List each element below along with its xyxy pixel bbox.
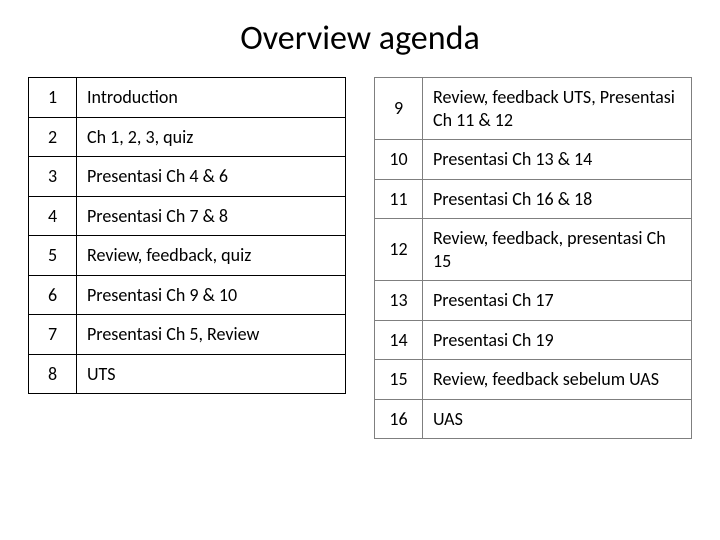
table-row: 12Review, feedback, presentasi Ch 15 (375, 219, 692, 281)
table-row: 5Review, feedback, quiz (29, 236, 346, 276)
right-column: 9Review, feedback UTS, Presentasi Ch 11 … (374, 77, 692, 439)
row-text: Presentasi Ch 19 (423, 320, 692, 360)
table-row: 11Presentasi Ch 16 & 18 (375, 179, 692, 219)
right-table: 9Review, feedback UTS, Presentasi Ch 11 … (374, 77, 692, 439)
row-number: 13 (375, 281, 423, 321)
row-text: Review, feedback UTS, Presentasi Ch 11 &… (423, 78, 692, 140)
row-text: Review, feedback sebelum UAS (423, 360, 692, 400)
table-row: 2Ch 1, 2, 3, quiz (29, 117, 346, 157)
table-row: 8UTS (29, 354, 346, 394)
row-number: 2 (29, 117, 77, 157)
row-number: 16 (375, 399, 423, 439)
table-row: 13Presentasi Ch 17 (375, 281, 692, 321)
row-number: 1 (29, 78, 77, 118)
row-number: 10 (375, 140, 423, 180)
row-text: Presentasi Ch 7 & 8 (77, 196, 346, 236)
row-text: UTS (77, 354, 346, 394)
table-row: 7Presentasi Ch 5, Review (29, 315, 346, 355)
row-number: 12 (375, 219, 423, 281)
left-table-body: 1Introduction2Ch 1, 2, 3, quiz3Presentas… (29, 78, 346, 394)
table-row: 6Presentasi Ch 9 & 10 (29, 275, 346, 315)
row-text: Presentasi Ch 17 (423, 281, 692, 321)
table-row: 10Presentasi Ch 13 & 14 (375, 140, 692, 180)
right-table-body: 9Review, feedback UTS, Presentasi Ch 11 … (375, 78, 692, 439)
table-row: 1Introduction (29, 78, 346, 118)
row-text: Presentasi Ch 5, Review (77, 315, 346, 355)
row-text: Presentasi Ch 13 & 14 (423, 140, 692, 180)
table-row: 9Review, feedback UTS, Presentasi Ch 11 … (375, 78, 692, 140)
row-number: 8 (29, 354, 77, 394)
row-text: Review, feedback, presentasi Ch 15 (423, 219, 692, 281)
row-number: 11 (375, 179, 423, 219)
row-text: Introduction (77, 78, 346, 118)
slide: Overview agenda 1Introduction2Ch 1, 2, 3… (0, 0, 720, 540)
page-title: Overview agenda (28, 18, 692, 59)
left-table: 1Introduction2Ch 1, 2, 3, quiz3Presentas… (28, 77, 346, 394)
row-number: 9 (375, 78, 423, 140)
row-text: Presentasi Ch 16 & 18 (423, 179, 692, 219)
row-number: 4 (29, 196, 77, 236)
left-column: 1Introduction2Ch 1, 2, 3, quiz3Presentas… (28, 77, 346, 439)
row-text: Review, feedback, quiz (77, 236, 346, 276)
table-row: 14Presentasi Ch 19 (375, 320, 692, 360)
row-text: Ch 1, 2, 3, quiz (77, 117, 346, 157)
row-number: 14 (375, 320, 423, 360)
columns-wrapper: 1Introduction2Ch 1, 2, 3, quiz3Presentas… (28, 77, 692, 439)
row-number: 3 (29, 157, 77, 197)
table-row: 15Review, feedback sebelum UAS (375, 360, 692, 400)
row-number: 7 (29, 315, 77, 355)
row-text: Presentasi Ch 4 & 6 (77, 157, 346, 197)
row-number: 5 (29, 236, 77, 276)
row-text: Presentasi Ch 9 & 10 (77, 275, 346, 315)
table-row: 3Presentasi Ch 4 & 6 (29, 157, 346, 197)
table-row: 4Presentasi Ch 7 & 8 (29, 196, 346, 236)
row-text: UAS (423, 399, 692, 439)
row-number: 6 (29, 275, 77, 315)
row-number: 15 (375, 360, 423, 400)
table-row: 16 UAS (375, 399, 692, 439)
